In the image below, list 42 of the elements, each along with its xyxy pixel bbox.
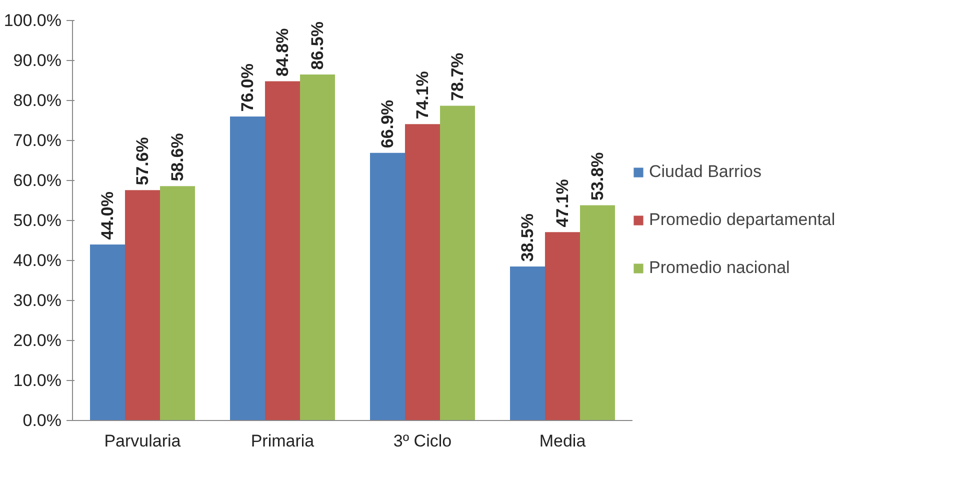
bar — [545, 232, 580, 420]
y-tick-label: 80.0% — [13, 91, 62, 110]
y-tick-label: 60.0% — [13, 171, 62, 190]
data-label: 66.9% — [378, 100, 397, 148]
y-tick-label: 50.0% — [13, 211, 62, 230]
y-tick-label: 20.0% — [13, 331, 62, 350]
y-tick-label: 0.0% — [22, 411, 62, 430]
data-label: 86.5% — [308, 21, 327, 70]
y-tick-label: 90.0% — [13, 51, 62, 70]
data-label: 53.8% — [588, 152, 607, 200]
data-label: 76.0% — [238, 63, 257, 112]
y-tick-label: 40.0% — [13, 251, 62, 270]
data-label: 57.6% — [133, 137, 152, 186]
legend-label: Promedio departamental — [649, 210, 836, 230]
legend-label: Promedio nacional — [649, 258, 790, 278]
bar — [405, 124, 440, 420]
bar — [265, 81, 300, 420]
data-label: 38.5% — [518, 213, 537, 262]
data-label: 78.7% — [448, 52, 467, 101]
bar — [125, 190, 160, 420]
y-tick-label: 30.0% — [13, 291, 62, 310]
y-tick-label: 10.0% — [13, 371, 62, 390]
bar — [160, 186, 195, 420]
bar — [440, 106, 475, 420]
x-tick-label: 3º Ciclo — [393, 432, 452, 450]
data-label: 44.0% — [98, 191, 117, 240]
bar — [370, 152, 405, 420]
data-label: 47.1% — [553, 179, 572, 228]
bar — [510, 266, 545, 420]
data-label: 84.8% — [273, 28, 292, 76]
y-tick-label: 70.0% — [13, 131, 62, 150]
bar — [90, 244, 125, 420]
bar — [580, 205, 615, 420]
y-tick-label: 100.0% — [4, 11, 62, 30]
x-tick-label: Parvularia — [104, 432, 182, 450]
bar — [230, 116, 265, 420]
bar — [300, 74, 335, 420]
legend-label: Ciudad Barrios — [649, 162, 762, 182]
data-label: 58.6% — [168, 133, 187, 182]
data-label: 74.1% — [413, 71, 432, 120]
x-tick-label: Primaria — [250, 432, 315, 450]
x-tick-label: Media — [539, 432, 586, 450]
